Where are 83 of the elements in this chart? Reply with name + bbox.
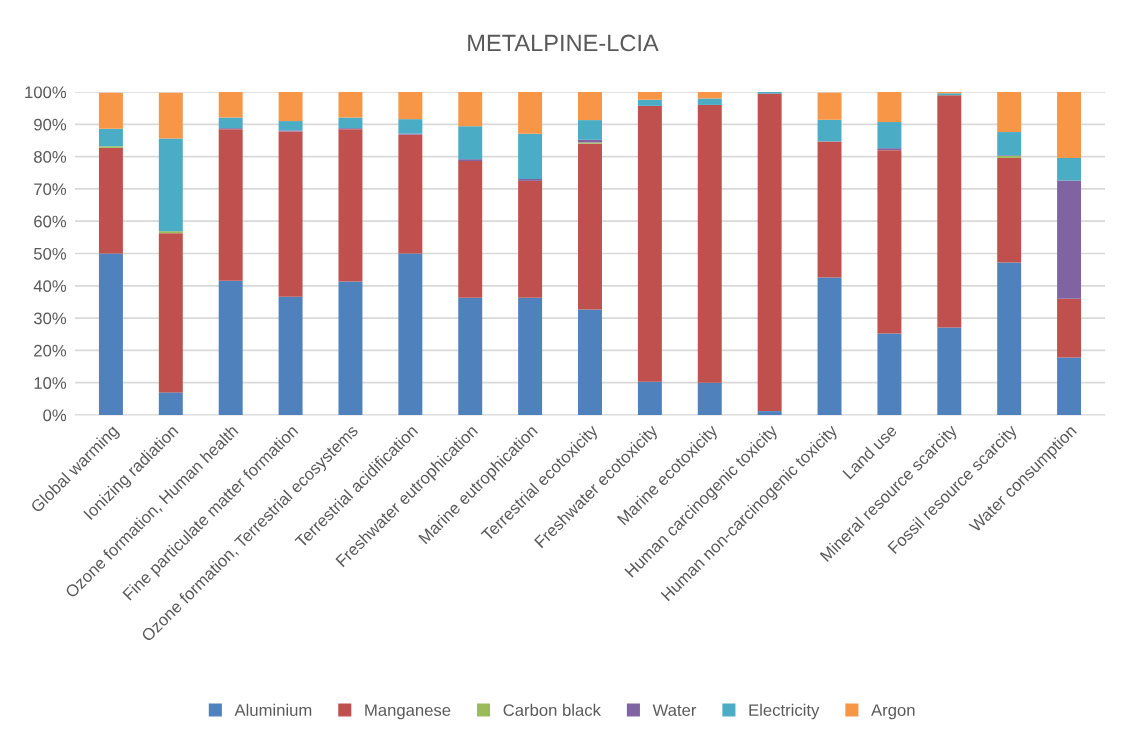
y-tick-label: 60% [34,215,67,228]
bar [518,180,543,298]
bar [637,105,662,382]
bar [757,411,782,415]
legend-label: Manganese [365,704,451,720]
bar [518,133,543,179]
bar [98,128,123,147]
legend-label: Aluminium [234,703,312,717]
bar [877,122,902,149]
bar [98,147,123,254]
legend-label: Electricity [749,703,820,720]
bar [578,92,602,121]
bar [997,157,1022,263]
bar [218,117,243,129]
bar [697,92,722,99]
legend-label: Water [652,704,697,717]
y-tick-label: 70% [34,183,67,196]
y-tick-label: 80% [34,151,67,163]
y-tick-label: 10% [34,377,67,389]
y-tick-label: 100% [25,86,67,99]
bar [338,281,363,415]
bar [637,99,662,106]
y-tick-label: 90% [34,118,67,131]
bar [458,126,483,160]
bar [817,92,842,120]
bar [278,121,303,131]
bar [817,119,842,142]
bar [877,333,902,415]
bar [817,277,842,415]
bar [458,297,483,415]
bar [458,161,483,298]
bar [278,92,303,122]
bar [278,296,303,415]
y-tick-label: 0% [43,409,67,422]
bar [997,262,1022,415]
bar [158,233,183,393]
bar [697,382,722,415]
bar [578,120,602,140]
bar [158,92,183,139]
bar [158,392,183,415]
bar [877,150,902,334]
bar [697,104,722,383]
bar [338,129,363,282]
bar [937,327,962,415]
bar [218,129,243,281]
bar [98,92,123,129]
bar [877,92,902,123]
bar [697,98,722,105]
bar [1057,357,1082,415]
bar [937,95,962,328]
bar [218,280,243,415]
bar [338,117,363,129]
bar [518,92,543,134]
bar [398,92,423,120]
y-tick-label: 30% [33,312,67,325]
bar [997,132,1022,156]
bar [997,92,1022,133]
y-tick-label: 20% [34,344,67,357]
bar [398,134,423,254]
bar [518,297,543,415]
bar [158,138,183,232]
bar [1057,298,1082,358]
bar [338,92,363,118]
bar [637,381,662,415]
bar [218,92,243,118]
bar [1057,180,1082,299]
bar [98,253,123,415]
legend-label: Carbon black [503,703,601,717]
bar [578,143,602,310]
chart-title: METALPINE-LCIA [468,34,659,52]
bar [278,131,303,297]
y-tick-label: 50% [33,247,67,260]
bar [637,92,662,100]
bar [1057,157,1082,181]
bar [458,92,483,127]
bar [578,309,602,415]
legend-label: Argon [871,704,915,720]
bar [398,119,423,134]
bar [817,141,842,278]
bar [757,93,782,412]
y-tick-label: 40% [33,280,67,292]
bar [398,253,423,415]
bar [1057,92,1082,158]
